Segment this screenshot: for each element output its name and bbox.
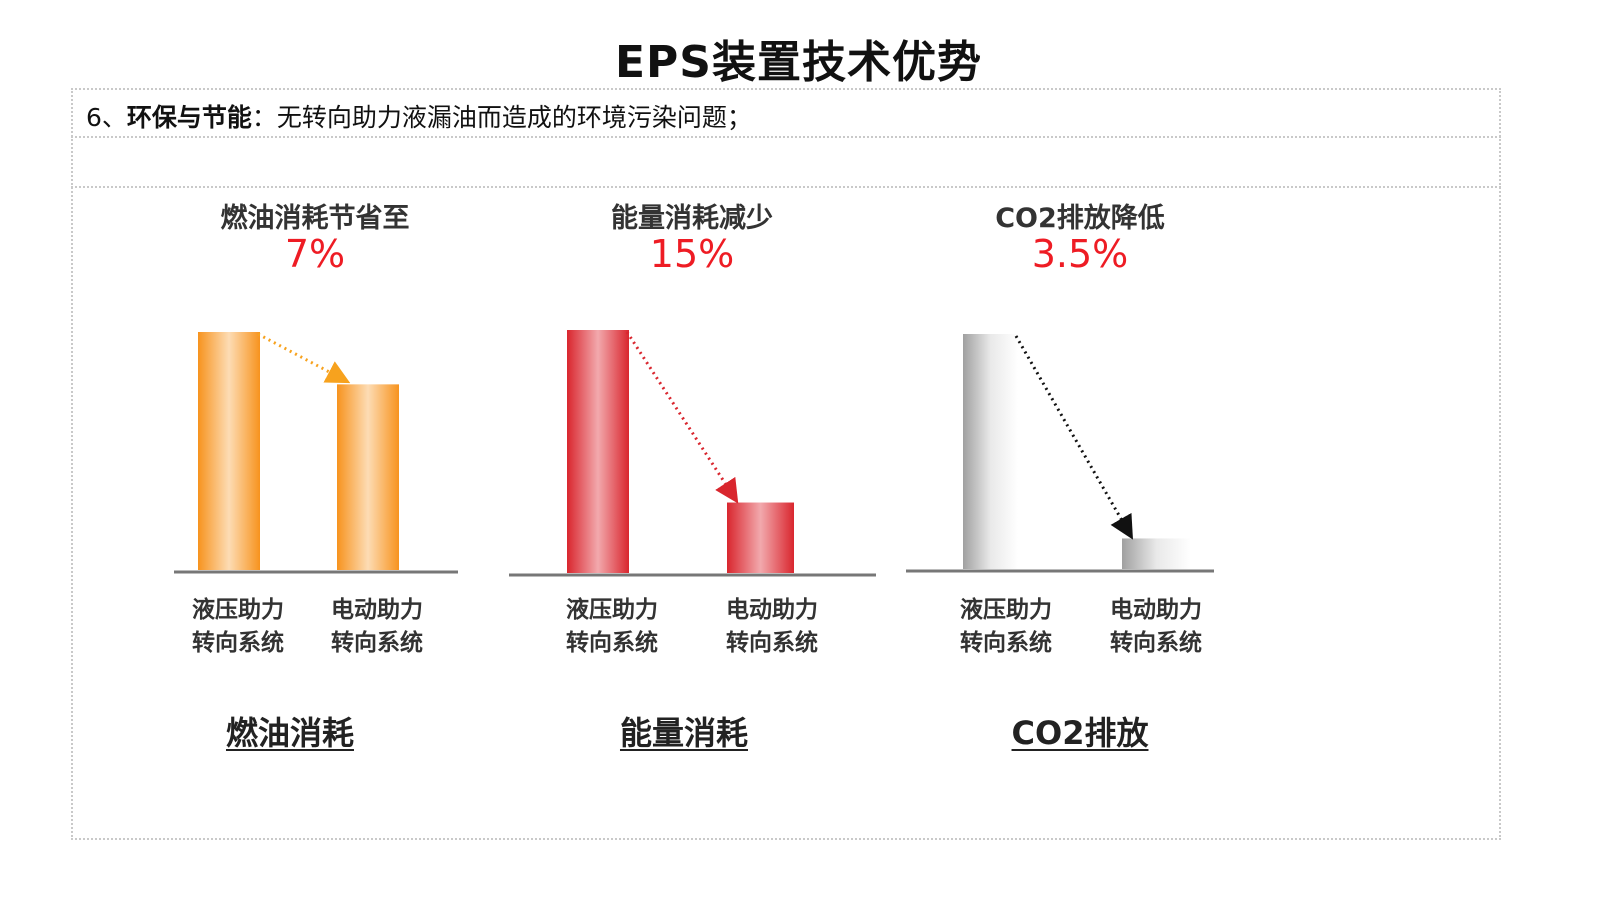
energy-label-electric: 电动助力 转向系统	[726, 597, 818, 656]
co2-bar-electric	[1122, 538, 1191, 569]
energy-panel-percent: 15%	[649, 232, 735, 276]
co2-bar-hydraulic	[963, 334, 1018, 569]
divider-top	[71, 136, 1501, 138]
energy-label-hydraulic: 液压助力 转向系统	[566, 597, 658, 656]
fuel-bar-hydraulic	[198, 332, 260, 570]
energy-panel-title: 能量消耗减少	[611, 203, 773, 234]
energy-bar-electric	[727, 502, 794, 573]
intro-heading: 环保与节能	[126, 103, 252, 132]
energy-panel-footer: 能量消耗	[619, 714, 748, 752]
co2-panel-title: CO2排放降低	[995, 203, 1165, 234]
intro-description: ：无转向助力液漏油而造成的环境污染问题；	[251, 103, 752, 132]
fuel-label-hydraulic: 液压助力 转向系统	[192, 597, 284, 656]
fuel-label-electric: 电动助力 转向系统	[331, 597, 423, 656]
fuel-panel-footer: 燃油消耗	[225, 714, 354, 752]
fuel-panel-title: 燃油消耗节省至	[220, 203, 410, 234]
fuel-bar-electric	[337, 384, 399, 570]
co2-label-electric: 电动助力 转向系统	[1110, 597, 1202, 656]
energy-bar-hydraulic	[567, 330, 629, 573]
slide-title: EPS装置技术优势	[615, 37, 982, 88]
intro-number: 6、	[86, 103, 127, 132]
content-frame	[71, 88, 1501, 840]
intro-line: 6、环保与节能：无转向助力液漏油而造成的环境污染问题；	[86, 98, 752, 134]
fuel-trend-arrow	[257, 332, 351, 384]
co2-label-hydraulic: 液压助力 转向系统	[960, 597, 1052, 656]
energy-trend-arrow	[625, 331, 739, 504]
fuel-panel-percent: 7%	[284, 232, 346, 276]
divider-bottom	[71, 186, 1501, 188]
co2-panel-footer: CO2排放	[1011, 714, 1149, 752]
co2-panel-percent: 3.5%	[1031, 232, 1129, 276]
co2-trend-arrow	[1014, 335, 1133, 540]
